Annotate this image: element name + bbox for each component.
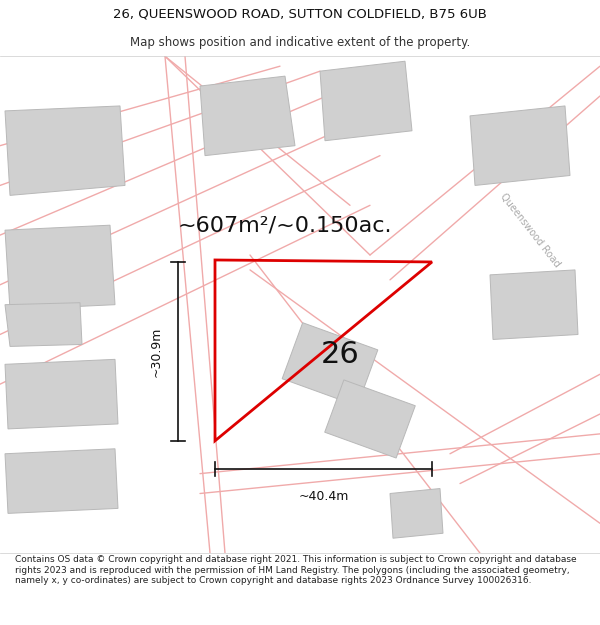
- Text: Contains OS data © Crown copyright and database right 2021. This information is : Contains OS data © Crown copyright and d…: [15, 555, 577, 585]
- Text: ~30.9m: ~30.9m: [149, 326, 163, 377]
- Polygon shape: [470, 106, 570, 186]
- Polygon shape: [490, 270, 578, 339]
- Polygon shape: [200, 76, 295, 156]
- Text: 26, QUEENSWOOD ROAD, SUTTON COLDFIELD, B75 6UB: 26, QUEENSWOOD ROAD, SUTTON COLDFIELD, B…: [113, 8, 487, 21]
- Text: 26: 26: [320, 340, 359, 369]
- Polygon shape: [5, 449, 118, 513]
- Text: Map shows position and indicative extent of the property.: Map shows position and indicative extent…: [130, 36, 470, 49]
- Text: ~40.4m: ~40.4m: [298, 490, 349, 503]
- Polygon shape: [390, 489, 443, 538]
- Polygon shape: [325, 380, 415, 458]
- Polygon shape: [282, 322, 378, 406]
- Text: Queenswood Road: Queenswood Road: [498, 191, 562, 269]
- Text: ~607m²/~0.150ac.: ~607m²/~0.150ac.: [178, 215, 392, 235]
- Polygon shape: [5, 106, 125, 196]
- Polygon shape: [5, 302, 82, 346]
- Polygon shape: [320, 61, 412, 141]
- Polygon shape: [5, 359, 118, 429]
- Polygon shape: [5, 225, 115, 309]
